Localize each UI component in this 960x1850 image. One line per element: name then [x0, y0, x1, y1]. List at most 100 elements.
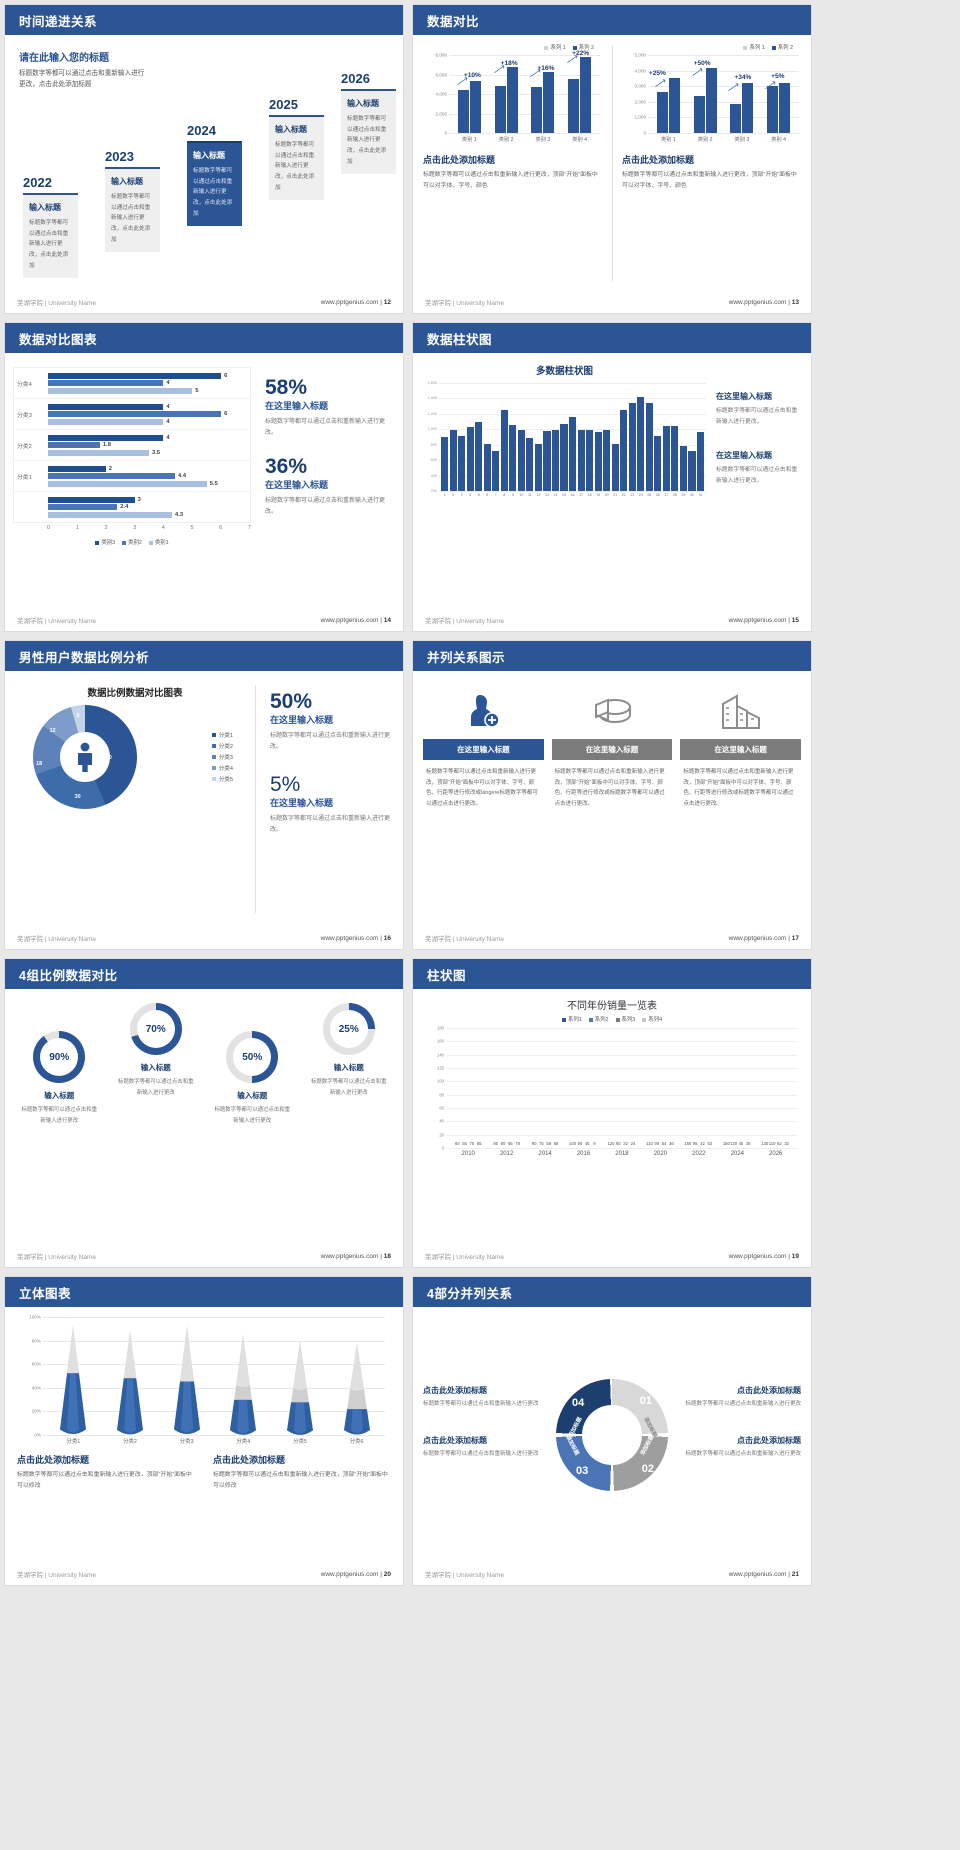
legend-item: 系列2 — [594, 1017, 609, 1023]
bar — [500, 410, 508, 491]
x-tick: 2018 — [615, 1151, 629, 1157]
timeline-card-2022[interactable]: 2022 输入标题 标题数字等都可以通过点击和重新输入进行更改，点击此处添加 — [23, 175, 78, 279]
legend: 系列1 系列2 系列3 系列4 — [427, 1015, 797, 1023]
x-tick: 9 — [511, 493, 514, 497]
stat-label: 在这里输入标题 — [270, 715, 334, 725]
card-heading: 输入标题 — [111, 177, 143, 186]
slide-20[interactable]: 立体图表 100% 80% 60% 40% 20% 0% 分类1 分类2 分类3 分类… — [4, 1276, 404, 1586]
x-tick: 25 — [647, 493, 652, 497]
legend: 分类1 分类2 分类3 分类4 分类5 — [211, 731, 233, 786]
stat-label: 在这里输入标题 — [270, 797, 334, 808]
segment-tag: 添加标题 — [567, 1416, 584, 1439]
bar — [466, 426, 474, 491]
bar-row: 分类2 4 1.8 3.5 — [14, 430, 250, 461]
footer-site: www.pptgenius.com — [320, 934, 379, 942]
slide-19[interactable]: 柱状图 不同年份销量一览表 系列1 系列2 系列3 系列4 180 160 14… — [412, 958, 812, 1268]
bar — [577, 430, 585, 491]
timeline-card-2023[interactable]: 2023 输入标题 标题数字等都可以通过点击和重新输入进行更改，点击此处添加 — [105, 149, 160, 253]
bar-value: 53 — [707, 1141, 713, 1146]
x-tick: 1 — [75, 525, 79, 531]
timeline-card-2026[interactable]: 2026 输入标题 标题数字等都可以通过点击和重新输入进行更改，点击此处添加 — [341, 71, 396, 175]
col-button[interactable]: 在这里输入标题 — [423, 739, 544, 760]
caption-text: 标题数字等都可以通过点击和重新输入进行更改，顶部“开始”面板中可以修改 — [17, 1472, 192, 1489]
x-tick: 3 — [460, 493, 463, 497]
year-label: 2022 — [23, 175, 52, 190]
bar-groups: 60 55 75 85 80 60 65 78 90 75 58 68 100 90 45 9 120 80 32 2… — [449, 1028, 795, 1148]
page-number: 17 — [791, 934, 799, 942]
col-button[interactable]: 在这里输入标题 — [680, 739, 802, 760]
ring-title: 输入标题 — [237, 1091, 268, 1100]
row-label: 分类4 — [17, 381, 32, 388]
slice-label: 50 — [105, 754, 112, 761]
col-button[interactable]: 在这里输入标题 — [551, 739, 673, 760]
stats-panel: 50% 在这里输入标题 标题数字等都可以通过点击和重新输入进行更改。 5% 在这… — [255, 685, 393, 913]
slice-label: 30 — [74, 794, 81, 801]
page-number: 21 — [791, 1570, 799, 1578]
x-tick: 2020 — [653, 1151, 668, 1157]
y-tick: 40% — [31, 1385, 41, 1391]
slide-12[interactable]: 时间递进关系 请在此输入您的标题 标题数字等都可以通过点击和重新输入进行更改，点… — [4, 4, 404, 314]
block-text: 标题数字等都可以通过点击和重新输入进行更改 — [423, 1451, 539, 1457]
bar-row: 分类4 6 4 5 — [14, 368, 250, 399]
bar-annotation: +16% — [537, 65, 555, 72]
x-tick: 31 — [698, 493, 703, 497]
parallel-col-3[interactable]: 在这里输入标题 标题数字等都可以通过点击和重新输入进行更改，顶部“开始”面板中可… — [680, 689, 802, 921]
slide-15[interactable]: 数据柱状图 多数据柱状图 1,600 1,400 1,200 1,000 800… — [412, 322, 812, 632]
ring-block-2[interactable]: 70% 输入标题 标题数字等都可以通过点击和重新输入进行更改 — [110, 1003, 203, 1231]
bar-value: 100 — [569, 1141, 577, 1146]
bar-group: ⟶ +16% — [527, 65, 554, 133]
caption-block-1: 点击此处添加标题 标题数字等都可以通过点击和重新输入进行更改，顶部“开始”面板中… — [17, 1453, 195, 1492]
slide-16[interactable]: 男性用户数据比例分析 数据比例数据对比图表 50 30 18 12 5 — [4, 640, 404, 950]
y-tick: 20% — [31, 1408, 41, 1414]
timeline-card-2024[interactable]: 2024 输入标题 标题数字等都可以通过点击和重新输入进行更改，点击此处添加 — [187, 123, 242, 227]
text-block: 点击此处添加标题 标题数字等都可以通过点击和重新输入进行更改 — [423, 1435, 541, 1459]
x-tick: 26 — [655, 493, 660, 497]
slide-footer: 芜湖学院 | University Name www.pptgenius.com… — [425, 616, 799, 626]
bar-series — [441, 383, 705, 491]
intro-text: 标题数字等都可以通过点击和重新输入进行更改，点击此处添加标题 — [19, 70, 145, 89]
timeline-card-2025[interactable]: 2025 输入标题 标题数字等都可以通过点击和重新输入进行更改，点击此处添加 — [269, 97, 324, 201]
parallel-col-1[interactable]: 在这里输入标题 标题数字等都可以通过点击和重新输入进行更改，顶部“开始”面板中可… — [423, 689, 544, 921]
text-block: 点击此处添加标题 标题数字等都可以通过点击和重新输入进行更改 — [423, 1385, 541, 1409]
slide-15-title: 数据柱状图 — [413, 323, 811, 353]
bar-annotation: +10% — [463, 72, 481, 79]
y-tick: 8,000 — [435, 52, 448, 58]
text-block: 点击此处添加标题 标题数字等都可以通过点击和重新输入进行更改 — [683, 1385, 801, 1409]
x-tick: 3 — [133, 525, 137, 531]
legend-item: 系列 2 — [578, 45, 594, 51]
y-tick: 4,000 — [634, 68, 647, 74]
bar-value: 110 — [646, 1141, 653, 1146]
ring-block-3[interactable]: 50% 输入标题 标题数字等都可以通过点击和重新输入进行更改 — [206, 1003, 299, 1231]
ring-block-1[interactable]: 90% 输入标题 标题数字等都可以通过点击和重新输入进行更改 — [13, 1003, 106, 1231]
y-tick: 0 — [444, 130, 447, 136]
slide-17[interactable]: 并列关系图示 在这里输入标题 标题数字等都可以通过点击和重新输入进行更改，顶部“… — [412, 640, 812, 950]
slide-18[interactable]: 4组比例数据对比 90% 输入标题 标题数字等都可以通过点击和重新输入进行更改 … — [4, 958, 404, 1268]
note-text: 标题数字等都可以通过点击和重新输入进行更改。 — [716, 408, 798, 425]
bar-value: 150 — [684, 1141, 692, 1146]
legend: 类别3 类别2 类别1 — [13, 538, 251, 546]
stat-value: 5% — [270, 772, 301, 796]
progress-ring: 70% — [129, 1003, 182, 1055]
legend-item: 系列1 — [567, 1017, 582, 1023]
parallel-col-2[interactable]: 在这里输入标题 标题数字等都可以通过点击和重新输入进行更改，顶部“开始”面板中可… — [551, 689, 673, 921]
bar-value: 95 — [692, 1141, 698, 1146]
bar-group: ⟶ +25% — [649, 70, 680, 133]
bar-annotation: +25% — [648, 70, 666, 77]
segment-number: 03 — [576, 1465, 589, 1477]
ring-block-4[interactable]: 25% 输入标题 标题数字等都可以通过点击和重新输入进行更改 — [303, 1003, 396, 1231]
bar-annotation: +5% — [771, 73, 785, 80]
x-tick: 7 — [494, 493, 497, 497]
bar-group: ⟶ +10% — [454, 72, 481, 133]
footer-org: 芜湖学院 | University Name — [17, 1572, 96, 1579]
slide-13[interactable]: 数据对比 系列 1 系列 2 8,000 6,000 4,000 2,000 0 — [412, 4, 812, 314]
bar-row: 分类3 4 6 4 — [14, 399, 250, 430]
y-tick: 60 — [439, 1105, 444, 1111]
slide-21[interactable]: 4部分并列关系 点击此处添加标题 标题数字等都可以通过点击和重新输入进行更改 点… — [412, 1276, 812, 1586]
caption-block-2: 点击此处添加标题 标题数字等都可以通过点击和重新输入进行更改，顶部“开始”面板中… — [213, 1453, 391, 1492]
year-label: 2026 — [341, 71, 370, 86]
year-label: 2025 — [269, 97, 298, 112]
page-number: 19 — [791, 1252, 799, 1260]
progress-ring: 90% — [33, 1031, 86, 1083]
slide-14[interactable]: 数据对比图表 分类4 6 4 5 分类3 4 — [4, 322, 404, 632]
y-tick: 0 — [643, 130, 646, 136]
